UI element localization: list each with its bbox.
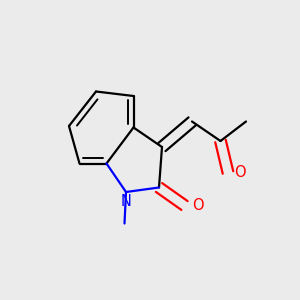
Text: O: O	[192, 198, 204, 213]
Text: N: N	[121, 194, 131, 208]
Text: O: O	[235, 165, 246, 180]
